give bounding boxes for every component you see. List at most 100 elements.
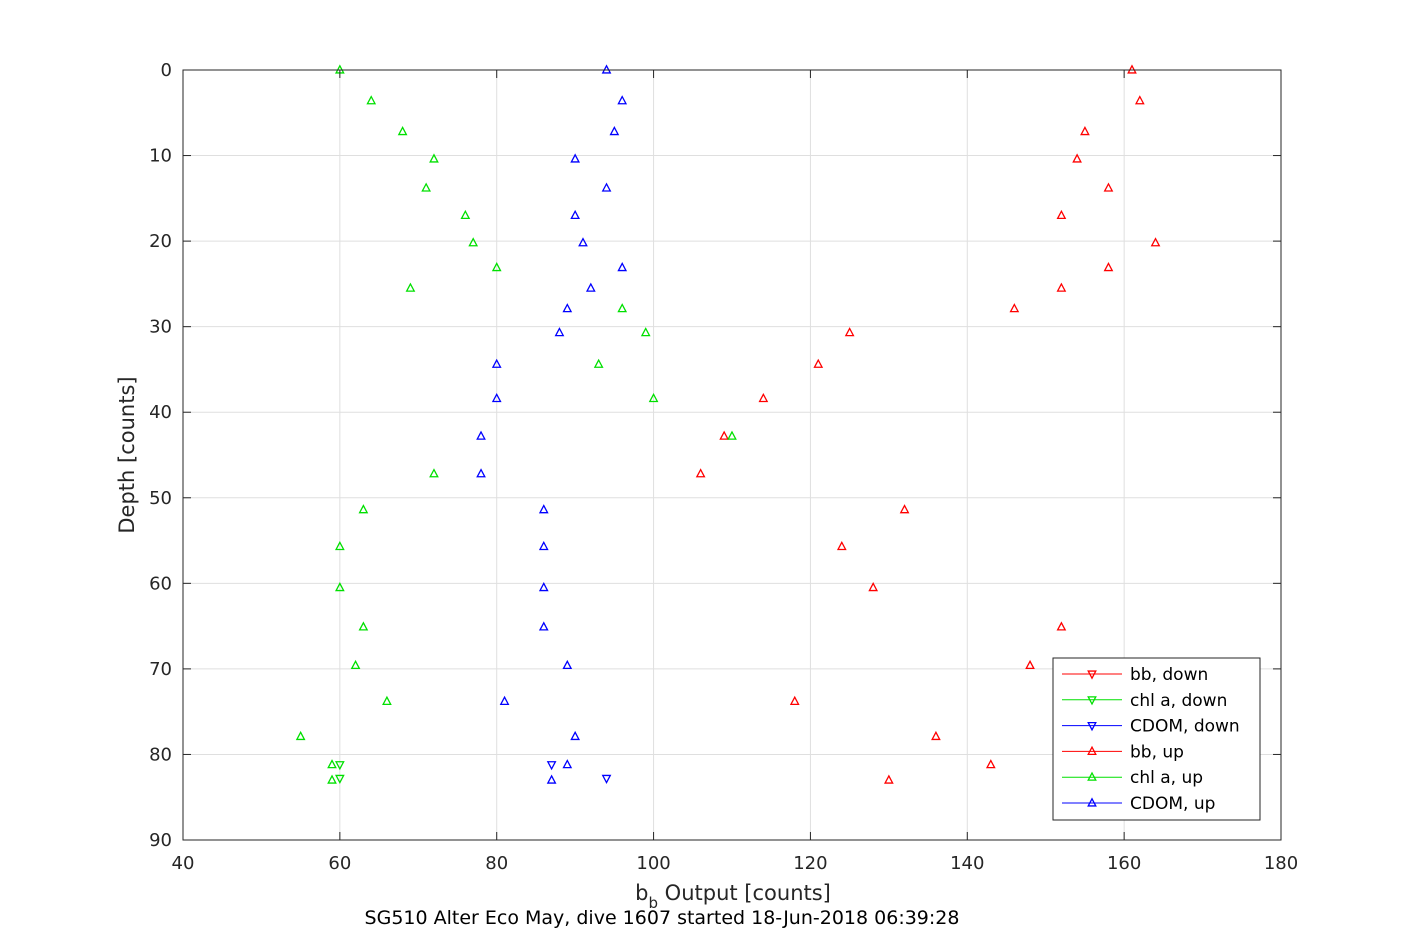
data-point (695, 468, 706, 478)
data-points (295, 64, 1161, 784)
series-cdom-up (476, 64, 628, 784)
data-point (1009, 303, 1020, 313)
legend-label: CDOM, down (1130, 717, 1240, 737)
y-axis-ticks: 0 10 20 30 40 50 60 70 80 90 (149, 60, 1281, 851)
legend-label: CDOM, up (1130, 794, 1215, 814)
data-point (617, 303, 628, 313)
x-tick-label: 40 (172, 853, 195, 874)
data-point (570, 153, 581, 163)
y-tick-label: 50 (149, 488, 172, 509)
data-point (648, 392, 659, 403)
legend-entry: CDOM, up (1062, 794, 1215, 814)
y-tick-label: 10 (149, 146, 172, 167)
data-point (538, 582, 549, 592)
legend-entry: CDOM, down (1062, 717, 1240, 737)
data-point (789, 695, 800, 705)
data-point (295, 730, 306, 741)
y-tick-label: 80 (149, 744, 172, 765)
data-point (601, 182, 612, 192)
data-point (366, 95, 377, 105)
data-point (327, 759, 337, 769)
x-axis-label: bb Output [counts] (635, 881, 831, 912)
data-point (1080, 126, 1090, 136)
data-point (405, 282, 416, 292)
data-point (601, 64, 612, 74)
legend-marker (1087, 722, 1097, 732)
data-point (358, 621, 369, 631)
legend-entry: chl a, up (1062, 768, 1203, 788)
data-point (578, 237, 588, 247)
legend-marker (1087, 670, 1097, 680)
data-point (350, 659, 361, 670)
y-tick-label: 90 (149, 830, 172, 851)
data-point (491, 358, 502, 368)
data-point (609, 126, 620, 136)
x-tick-label: 60 (328, 853, 351, 874)
legend-label: chl a, up (1130, 768, 1203, 788)
x-tick-label: 120 (793, 853, 827, 874)
data-point (429, 153, 439, 163)
y-tick-label: 70 (149, 659, 172, 680)
series-chl-a-down (334, 761, 345, 784)
series-bb-up (695, 64, 1161, 784)
data-point (601, 774, 612, 784)
data-point (758, 392, 769, 403)
grid-lines (183, 70, 1281, 840)
data-point (562, 759, 573, 769)
data-point (617, 262, 628, 272)
legend-marker (1087, 771, 1097, 781)
y-tick-label: 20 (149, 231, 172, 252)
data-point (985, 759, 996, 769)
x-tick-label: 180 (1264, 853, 1298, 874)
data-point (813, 358, 824, 368)
data-point (931, 730, 941, 741)
data-point (334, 582, 345, 592)
data-point (421, 182, 431, 192)
legend-label: bb, up (1130, 742, 1184, 762)
data-point (546, 774, 557, 784)
series-chl-a-up (295, 64, 737, 784)
data-point (585, 282, 596, 292)
x-tick-label: 140 (950, 853, 984, 874)
data-point (1072, 153, 1082, 163)
x-axis-ticks: 40 60 80 100 120 140 160 180 (172, 70, 1298, 874)
data-point (397, 126, 408, 136)
data-point (554, 327, 565, 337)
y-tick-label: 40 (149, 402, 172, 423)
legend-label: chl a, down (1130, 691, 1227, 711)
data-point (570, 209, 581, 220)
legend-marker (1087, 696, 1097, 706)
legend-marker (1087, 797, 1097, 807)
data-point (899, 504, 910, 514)
y-tick-label: 0 (161, 60, 172, 81)
data-point (844, 327, 855, 337)
data-point (460, 209, 471, 220)
data-point (836, 540, 847, 551)
data-point (538, 621, 549, 631)
data-point (617, 95, 628, 105)
data-point (1127, 64, 1137, 74)
data-point (1056, 209, 1067, 220)
series-cdom-down (546, 761, 612, 784)
data-point (382, 695, 392, 705)
data-point (476, 430, 486, 440)
data-point (1056, 621, 1067, 631)
data-point (1103, 182, 1114, 192)
legend-label: bb, down (1130, 665, 1208, 685)
data-point (562, 303, 573, 313)
x-tick-label: 160 (1107, 853, 1141, 874)
y-axis-label: Depth [counts] (115, 376, 139, 533)
data-point (1056, 282, 1067, 292)
data-point (593, 358, 604, 368)
data-point (429, 468, 439, 478)
data-point (1150, 237, 1161, 247)
legend: bb, down chl a, down CDOM, down bb, up chl a… (1052, 657, 1261, 821)
data-point (640, 327, 651, 337)
data-point (727, 430, 737, 440)
data-point (334, 774, 345, 784)
data-point (499, 695, 510, 705)
x-tick-label: 100 (636, 853, 670, 874)
x-tick-label: 80 (485, 853, 508, 874)
data-point (334, 761, 345, 771)
